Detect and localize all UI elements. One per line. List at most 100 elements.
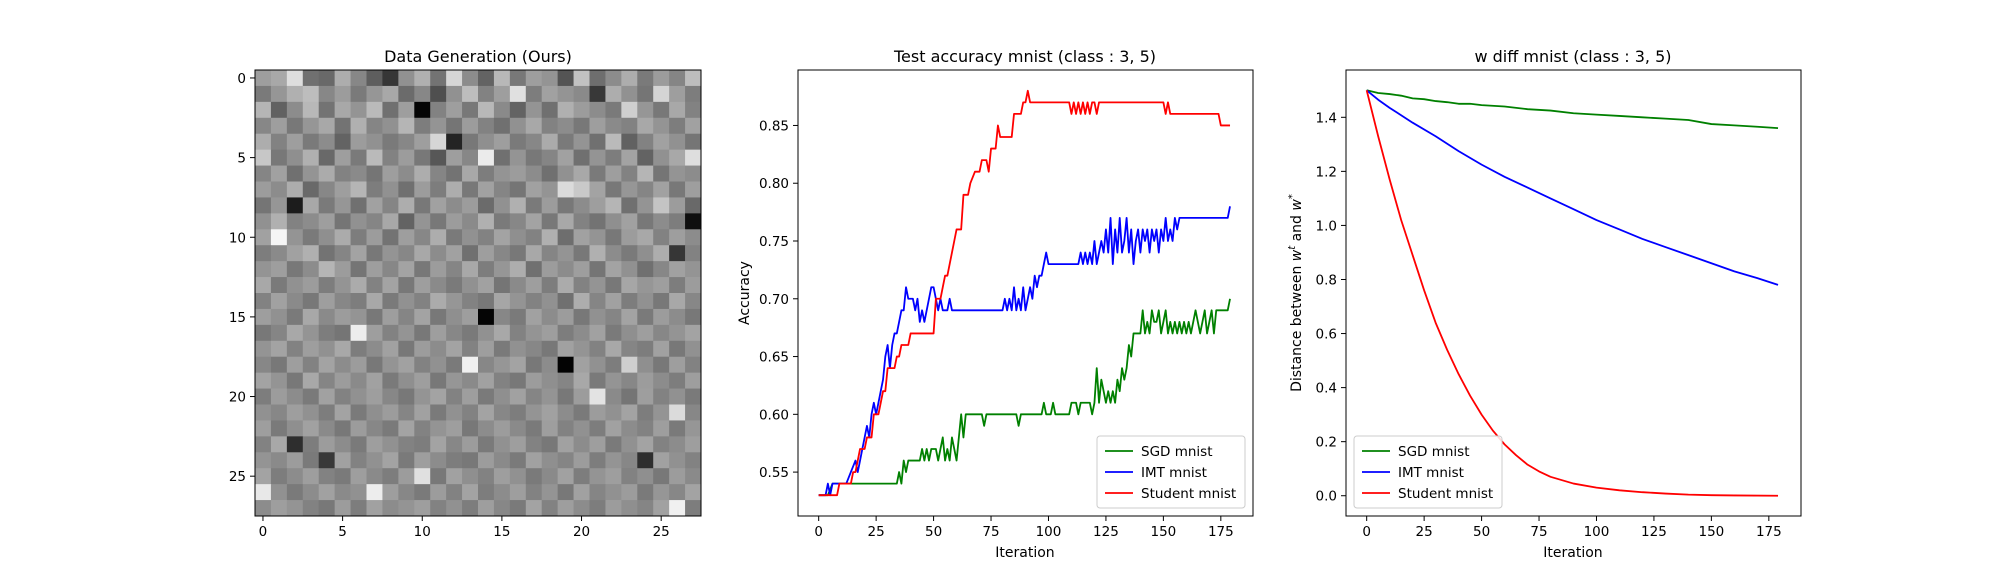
heatmap-cell (286, 181, 304, 198)
heatmap-cell (589, 388, 606, 405)
heatmap-cell (589, 133, 606, 151)
heatmap-cell (414, 420, 431, 437)
heatmap-cell (493, 468, 511, 485)
heatmap-cell (525, 261, 543, 278)
heatmap-cell (621, 293, 638, 310)
heatmap-cell (509, 436, 527, 453)
heatmap-cell (653, 340, 670, 358)
heatmap-cell (557, 101, 574, 119)
heatmap-cell (637, 181, 654, 198)
accuracy-legend-label: IMT mnist (1141, 465, 1207, 481)
heatmap-cell (669, 101, 686, 119)
heatmap-cell (414, 436, 431, 453)
heatmap-cell (509, 277, 527, 294)
heatmap-cell (621, 85, 638, 103)
heatmap-cell (414, 277, 431, 294)
heatmap-cell (541, 85, 559, 103)
heatmap-cell (621, 245, 638, 262)
heatmap-cell (270, 101, 288, 119)
heatmap-cell (270, 388, 288, 405)
accuracy-ytick-label: 0.65 (759, 350, 789, 366)
heatmap-cell (430, 101, 447, 119)
wdiff-ytick-label: 1.4 (1316, 110, 1337, 126)
heatmap-cell (557, 245, 574, 262)
heatmap-cell (334, 101, 351, 119)
heatmap-cell (605, 308, 622, 326)
heatmap-cell (462, 356, 479, 374)
heatmap-cell (382, 404, 399, 421)
heatmap-cell (430, 356, 447, 374)
heatmap-ytick-label: 15 (229, 310, 246, 326)
heatmap-cell (589, 404, 606, 421)
heatmap-cell (669, 340, 686, 358)
heatmap-cell (255, 245, 272, 262)
heatmap-cell (573, 165, 590, 182)
heatmap-cell (509, 340, 527, 358)
heatmap-cell (255, 229, 272, 246)
heatmap-cell (430, 308, 447, 326)
heatmap-cell (398, 420, 415, 437)
heatmap-cell (255, 420, 272, 437)
heatmap-cell (366, 181, 383, 198)
heatmap-cell (493, 293, 511, 310)
heatmap-cell (478, 420, 495, 437)
heatmap-cell (621, 133, 638, 151)
heatmap-panel: Data Generation (Ours) 0 5 10 15 20 25 0 5 10 15… (229, 47, 702, 540)
heatmap-cell (541, 149, 559, 166)
heatmap-cell (255, 261, 272, 278)
heatmap-cell (493, 85, 511, 103)
heatmap-cell (366, 324, 383, 342)
heatmap-cell (430, 293, 447, 310)
heatmap-cell (541, 388, 559, 405)
heatmap-cell (382, 149, 399, 166)
heatmap-cell (398, 324, 415, 342)
heatmap-cell (270, 181, 288, 198)
heatmap-cell (637, 101, 654, 119)
heatmap-ytick-label: 5 (237, 151, 246, 167)
heatmap-cell (685, 149, 702, 166)
heatmap-cell (286, 468, 304, 485)
heatmap-cell (653, 165, 670, 182)
heatmap-cell (446, 500, 463, 517)
heatmap-cell (462, 324, 479, 342)
heatmap-cell (557, 356, 574, 374)
heatmap-cell (637, 197, 654, 214)
heatmap-cell (270, 420, 288, 437)
heatmap-cell (478, 388, 495, 405)
wdiff-legend-label: Student mnist (1398, 486, 1493, 502)
heatmap-cell (286, 388, 304, 405)
heatmap-cell (414, 117, 431, 135)
heatmap-cell (255, 70, 272, 87)
heatmap-cell (350, 197, 367, 214)
accuracy-ytick-label: 0.55 (759, 465, 789, 481)
heatmap-cell (430, 452, 447, 469)
heatmap-cell (430, 229, 447, 246)
heatmap-cell (398, 117, 415, 135)
heatmap-cell (589, 165, 606, 182)
heatmap-cell (302, 277, 320, 294)
heatmap-cell (669, 213, 686, 230)
heatmap-cell (334, 165, 351, 182)
wdiff-ytick-label: 1.2 (1316, 164, 1337, 180)
heatmap-cell (462, 197, 479, 214)
heatmap-cell (653, 404, 670, 421)
accuracy-xtick-label: 175 (1208, 524, 1234, 540)
accuracy-xtick-label: 125 (1093, 524, 1119, 540)
heatmap-cell (525, 420, 543, 437)
heatmap-cell (493, 213, 511, 230)
heatmap-cell (589, 324, 606, 342)
heatmap-cell (318, 356, 336, 374)
heatmap-cell (589, 452, 606, 469)
heatmap-cell (573, 500, 590, 517)
heatmap-cell (653, 372, 670, 389)
heatmap-cell (318, 181, 336, 198)
heatmap-cell (557, 277, 574, 294)
heatmap-cell (653, 308, 670, 326)
wdiff-xtick-label: 100 (1584, 524, 1610, 540)
heatmap-cell (382, 117, 399, 135)
heatmap-cell (462, 117, 479, 135)
heatmap-cell (302, 436, 320, 453)
heatmap-cell (350, 324, 367, 342)
heatmap-cell (669, 404, 686, 421)
heatmap-cell (653, 213, 670, 230)
